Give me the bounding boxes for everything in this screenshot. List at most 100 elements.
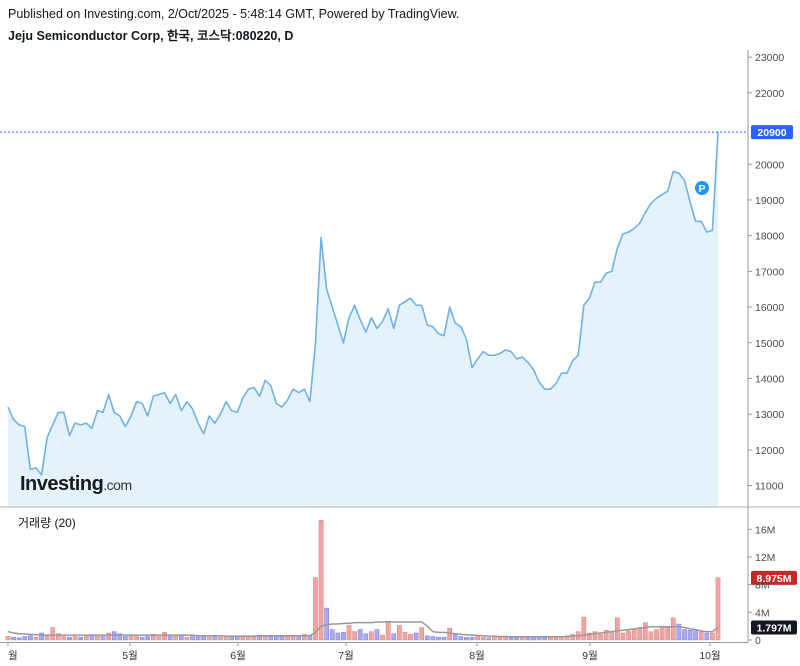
volume-bar (83, 636, 89, 641)
time-tick-label: 5월 (122, 650, 138, 662)
volume-bar (648, 631, 654, 641)
volume-bar (363, 633, 369, 641)
investing-logo: Investing.com (20, 473, 132, 496)
volume-bar (710, 632, 715, 641)
volume-tick-label: 12M (755, 552, 775, 564)
volume-bar (167, 635, 173, 641)
volume-bar (357, 629, 363, 641)
volume-bar (318, 520, 324, 641)
volume-bar (642, 622, 648, 641)
published-line: Published on Investing.com, 2/Oct/2025 -… (8, 7, 460, 21)
volume-bar (654, 629, 659, 641)
volume-bar (301, 634, 307, 641)
volume-bar (542, 637, 548, 641)
last-volume-label: 8.975M (756, 573, 791, 585)
volume-bar (218, 636, 223, 641)
volume-bar (458, 636, 464, 641)
volume-bar (503, 636, 508, 641)
volume-bar (452, 634, 458, 641)
volume-bar (704, 632, 710, 641)
volume-bar (626, 630, 631, 641)
volume-bar (206, 636, 212, 641)
volume-bar (581, 616, 587, 641)
volume-bar (229, 636, 234, 641)
price-area-fill (8, 132, 718, 507)
symbol-title: Jeju Semiconductor Corp, 한국, 코스닥:080220,… (8, 29, 294, 43)
volume-bar (16, 637, 22, 641)
volume-bar (396, 625, 402, 641)
price-line (7, 132, 719, 476)
volume-bar (346, 625, 352, 641)
logo-main: Investing (20, 473, 104, 495)
volume-bar (296, 636, 302, 641)
price-tick-label: 20000 (755, 159, 784, 171)
volume-tick-label: 0 (755, 635, 761, 647)
price-tick-label: 19000 (755, 195, 784, 207)
volume-bar (659, 625, 665, 641)
volume-bar (430, 636, 436, 641)
volume-bar (50, 627, 56, 641)
volume-bar (609, 631, 615, 641)
volume-bar (329, 629, 335, 641)
volume-bar (380, 634, 385, 641)
price-tick-label: 22000 (755, 88, 784, 100)
volume-bar (547, 637, 553, 641)
time-tick-label: 7월 (338, 650, 354, 662)
volume-title: 거래량 (20) (18, 516, 76, 530)
price-tick-label: 18000 (755, 231, 784, 243)
volume-bar (341, 632, 346, 641)
last-price-badge (751, 125, 793, 140)
volume-bar (100, 636, 106, 641)
volume-bar (637, 627, 643, 641)
volume-bar (408, 634, 413, 641)
volume-bar (234, 636, 240, 641)
volume-bar (223, 636, 229, 641)
last-volume-badge (751, 570, 797, 585)
volume-bar (447, 627, 452, 641)
p-marker-label: P (698, 183, 705, 195)
volume-bar (676, 623, 682, 641)
volume-bar (436, 636, 441, 641)
axes: 11000 12000 13000 14000 15000 16000 17000 18000… (0, 50, 800, 662)
logo-suffix: .com (103, 477, 132, 493)
volume-bar (715, 577, 721, 641)
volume-bar (413, 632, 419, 641)
volume-bar (475, 636, 480, 641)
time-tick-label: 8월 (469, 650, 485, 662)
volume-bar (201, 636, 207, 641)
volume-bar (402, 632, 408, 641)
volume-ma-line (7, 621, 719, 638)
price-tick-label: 14000 (755, 373, 784, 385)
volume-bar (620, 632, 626, 641)
volume-bar (531, 637, 536, 641)
ma-value-badge (751, 620, 797, 635)
time-tick-label: 9월 (582, 650, 598, 662)
price-tick-label: 23000 (755, 52, 784, 64)
volume-bar (313, 577, 318, 641)
volume-bar (173, 636, 179, 641)
volume-bar (178, 635, 184, 641)
volume-bar (519, 637, 525, 641)
volume-bar (603, 629, 609, 641)
volume-bar (592, 631, 598, 641)
volume-bar (469, 636, 475, 641)
volume-bar (156, 636, 162, 641)
volume-bar (33, 636, 39, 641)
volume-bar (441, 636, 447, 641)
volume-bar (44, 635, 50, 641)
volume-bar (28, 635, 33, 641)
volume-bar (117, 633, 123, 641)
time-tick-label: 월 (8, 650, 18, 662)
volume-bar (123, 636, 128, 641)
volume-bar (553, 636, 559, 641)
volume-bar (424, 635, 430, 641)
time-tick-label: 10월 (699, 650, 720, 662)
volume-bar (11, 636, 16, 641)
volume-bar (385, 621, 391, 641)
chart-header: Published on Investing.com, 2/Oct/2025 -… (8, 6, 748, 44)
price-pane: 20900 P (0, 125, 793, 507)
volume-bar (162, 632, 167, 641)
volume-bar (536, 636, 542, 641)
volume-bar (525, 636, 531, 641)
